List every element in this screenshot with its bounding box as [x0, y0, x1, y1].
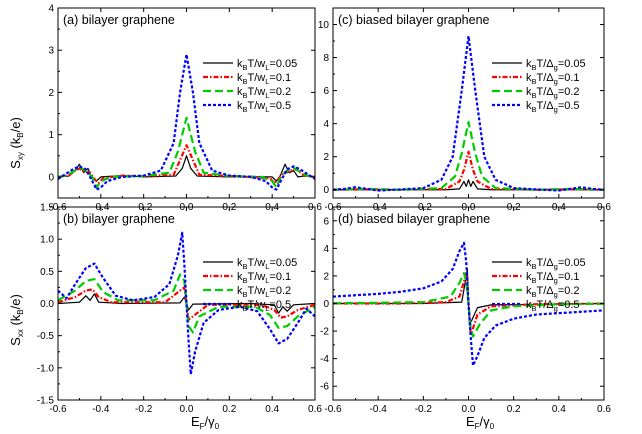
- panel-title: (d) biased bilayer graphene: [338, 212, 490, 226]
- series-line-3: [333, 241, 604, 367]
- series-line-2: [58, 116, 315, 189]
- legend-label: kBT/wL=0.1: [237, 271, 291, 285]
- y-tick-label: 0.5: [40, 267, 54, 278]
- y-tick-label: 6: [323, 216, 329, 227]
- legend-label: kBT/Δg=0.1: [526, 72, 580, 86]
- legend-label: kBT/wL=0.5: [237, 299, 291, 313]
- y-tick-label: 1.5: [40, 203, 54, 214]
- series-line-3: [58, 53, 315, 191]
- svg-text:EF/γ0: EF/γ0: [191, 414, 220, 431]
- legend-label: kBT/Δg=0.2: [526, 86, 580, 100]
- x-tick-label: -0.2: [135, 404, 153, 415]
- y-tick-label: -6: [320, 382, 329, 393]
- x-tick-label: -0.6: [49, 404, 67, 415]
- legend-label: kBT/wL=0.5: [237, 100, 291, 114]
- x-tick-label: 0.0: [462, 404, 476, 415]
- y-tick-label: 3: [48, 46, 54, 57]
- y-tick-label: 0: [48, 172, 54, 183]
- x-tick-label: 0.6: [597, 404, 611, 415]
- legend-label: kBT/Δg=0.05: [526, 257, 586, 271]
- series-line-3: [58, 231, 315, 376]
- x-tick-label: -0.4: [370, 404, 388, 415]
- x-tick-label: 0.4: [265, 404, 279, 415]
- y-tick-label: -0.5: [37, 331, 55, 342]
- y-tick-label: -4: [320, 354, 329, 365]
- y-tick-label: 0: [323, 185, 329, 196]
- legend-label: kBT/wL=0.2: [237, 86, 291, 100]
- svg-text:Sxx (kB/e): Sxx (kB/e): [8, 294, 25, 346]
- series-line-2: [333, 120, 604, 191]
- series-line-2: [58, 273, 315, 334]
- y-tick-label: 2: [323, 271, 329, 282]
- x-tick-label: 0.4: [552, 404, 566, 415]
- svg-text:EF/γ0: EF/γ0: [466, 414, 495, 431]
- legend-label: kBT/Δg=0.5: [526, 299, 580, 313]
- y-tick-label: 10: [318, 20, 330, 31]
- legend-label: kBT/wL=0.05: [237, 257, 297, 271]
- y-tick-label: 4: [323, 244, 329, 255]
- panel-3: -0.6 -0.4 -0.2 0.0 0.2 0.4 0.6 -6 -4 -2 0 2 4 6 (d) bi…: [320, 206, 611, 415]
- y-tick-label: -1.5: [37, 396, 55, 407]
- y-tick-label: 8: [323, 53, 329, 64]
- x-tick-label: -0.6: [324, 404, 342, 415]
- x-tick-label: -0.4: [92, 404, 110, 415]
- x-label-right: EF/γ0: [466, 414, 495, 431]
- legend-label: kBT/wL=0.05: [237, 58, 297, 72]
- legend-label: kBT/wL=0.2: [237, 285, 291, 299]
- x-tick-label: 0.2: [507, 404, 521, 415]
- panel-2: -0.6 -0.4 -0.2 0.0 0.2 0.4 0.6 -1.5 -1.0 -0.5 0.0 0…: [37, 203, 323, 416]
- x-tick-label: -0.2: [415, 404, 433, 415]
- y-tick-label: 1.0: [40, 235, 54, 246]
- panel-title: (b) bilayer graphene: [63, 212, 175, 226]
- y-tick-label: 0.0: [40, 299, 54, 310]
- legend-label: kBT/Δg=0.1: [526, 271, 580, 285]
- series-line-1: [333, 270, 604, 335]
- y-tick-label: -1.0: [37, 363, 55, 374]
- x-label-left: EF/γ0: [191, 414, 220, 431]
- y-tick-label: 4: [323, 119, 329, 130]
- panel-0: -0.6-0.4-0.20.00.20.40.601234(a) bilayer…: [48, 4, 322, 214]
- y-tick-label: 4: [48, 4, 54, 15]
- y-tick-label: 1: [48, 130, 54, 141]
- x-tick-label: 0.0: [180, 404, 194, 415]
- series-line-0: [58, 155, 315, 182]
- legend-label: kBT/Δg=0.2: [526, 285, 580, 299]
- y-tick-label: 2: [323, 152, 329, 163]
- legend-label: kBT/wL=0.1: [237, 72, 291, 86]
- y-label-top: Sxy (kB/e): [8, 117, 25, 169]
- legend-label: kBT/Δg=0.05: [526, 58, 586, 72]
- panel-title: (a) bilayer graphene: [63, 13, 175, 27]
- y-tick-label: 0: [323, 299, 329, 310]
- x-tick-label: 0.6: [308, 404, 322, 415]
- panel-title: (c) biased bilayer graphene: [338, 13, 490, 27]
- svg-text:Sxy (kB/e): Sxy (kB/e): [8, 117, 25, 169]
- series-line-1: [333, 150, 604, 191]
- y-label-bottom: Sxx (kB/e): [8, 294, 25, 346]
- series-line-1: [58, 144, 315, 185]
- y-tick-label: -2: [320, 327, 329, 338]
- series-line-3: [333, 34, 604, 192]
- x-tick-label: 0.2: [222, 404, 236, 415]
- legend-label: kBT/Δg=0.5: [526, 100, 580, 114]
- y-tick-label: 2: [48, 88, 54, 99]
- y-tick-label: 6: [323, 86, 329, 97]
